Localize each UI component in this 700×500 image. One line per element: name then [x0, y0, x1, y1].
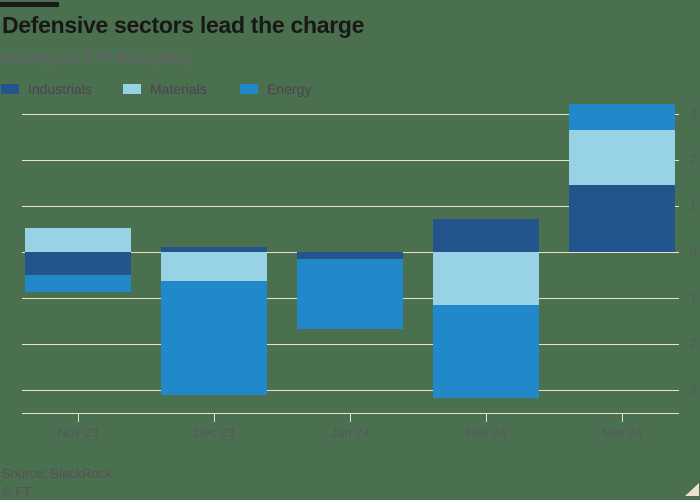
- x-tick-jan-24: [350, 413, 351, 422]
- chart-title: Defensive sectors lead the charge: [2, 12, 365, 38]
- ft-top-tab: [0, 2, 59, 7]
- y-axis-label-3: 3: [689, 106, 697, 121]
- y-axis-label-2: 2: [689, 152, 697, 167]
- gridline--3: [22, 390, 679, 391]
- legend-label-materials: Materials: [150, 81, 207, 97]
- bar-mar-24-materials: [569, 129, 675, 186]
- legend-swatch-materials: [123, 84, 141, 94]
- gridline-1: [22, 206, 679, 207]
- legend-swatch-energy: [240, 84, 258, 94]
- bar-nov-23-industrials: [25, 252, 131, 275]
- bar-jan-24-industrials: [297, 252, 403, 259]
- copyright-note: © FT: [2, 484, 32, 499]
- x-axis-label-mar-24: Mar 24: [601, 425, 643, 440]
- x-axis-label-nov-23: Nov 23: [57, 425, 99, 440]
- gridline--2: [22, 344, 679, 345]
- x-tick-nov-23: [78, 413, 79, 422]
- bar-mar-24-industrials: [569, 185, 675, 252]
- y-axis-label--2: -2: [685, 336, 697, 351]
- legend-item-materials: Materials: [123, 81, 207, 97]
- gridline-3: [22, 114, 679, 115]
- y-axis-label-1: 1: [689, 198, 697, 213]
- bar-nov-23-materials: [25, 227, 131, 252]
- y-axis-label--3: -3: [685, 382, 697, 397]
- bar-feb-24-energy: [433, 305, 539, 399]
- bar-nov-23-energy: [25, 275, 131, 292]
- legend-swatch-industrials: [1, 84, 19, 94]
- x-axis-label-dec-23: Dec 23: [193, 425, 235, 440]
- y-axis-label--1: -1: [685, 290, 697, 305]
- bar-dec-23-energy: [161, 281, 267, 396]
- gridline-2: [22, 160, 679, 161]
- bar-dec-23-materials: [161, 252, 267, 282]
- bar-jan-24-energy: [297, 258, 403, 329]
- bar-feb-24-industrials: [433, 219, 539, 252]
- x-axis-label-jan-24: Jan 24: [330, 425, 370, 440]
- legend-label-industrials: Industrials: [28, 81, 92, 97]
- resize-corner-icon: [685, 483, 699, 496]
- x-tick-mar-24: [622, 413, 623, 422]
- x-tick-feb-24: [486, 413, 487, 422]
- x-tick-dec-23: [214, 413, 215, 422]
- legend-label-energy: Energy: [267, 81, 312, 97]
- bar-mar-24-energy: [569, 103, 675, 130]
- bar-feb-24-materials: [433, 252, 539, 306]
- x-axis-label-feb-24: Feb 24: [465, 425, 507, 440]
- bar-dec-23-industrials: [161, 247, 267, 252]
- legend-item-energy: Energy: [240, 81, 312, 97]
- legend-item-industrials: Industrials: [1, 81, 92, 97]
- source-note: Source: BlackRock: [2, 466, 112, 481]
- chart-subtitle: Monthly net ETF flows ($bn): [2, 50, 190, 67]
- y-axis-label-0: 0: [689, 244, 697, 259]
